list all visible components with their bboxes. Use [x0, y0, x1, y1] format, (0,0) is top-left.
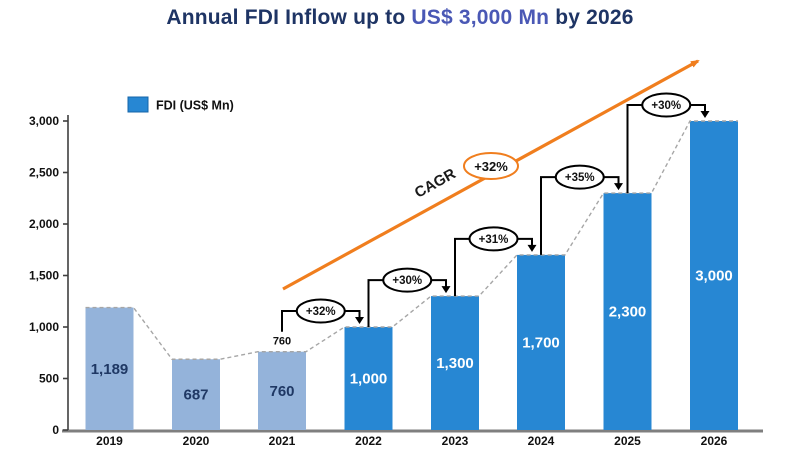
- bar-2021: [258, 351, 306, 430]
- growth-badge: [468, 226, 519, 252]
- y-axis-tick-label: 0: [52, 423, 59, 437]
- legend-swatch: [127, 96, 149, 113]
- bar-2022: [344, 327, 393, 430]
- growth-badge-label: +30%: [651, 100, 681, 112]
- growth-badge: [554, 164, 605, 190]
- bar-value-label: 3,000: [695, 268, 733, 285]
- growth-badge: [295, 298, 346, 324]
- x-axis-label: 2020: [183, 434, 210, 448]
- growth-bracket-arrowhead: [441, 286, 451, 294]
- bar-2026: [690, 121, 738, 430]
- x-axis-label: 2026: [701, 434, 728, 448]
- y-axis-tick-label: 1,000: [29, 320, 59, 334]
- bar-value-label: 1,189: [91, 361, 129, 378]
- bar-value-label: 1,700: [522, 334, 560, 351]
- growth-bracket-arrowhead: [614, 183, 623, 191]
- bar-value-label: 760: [269, 383, 294, 400]
- title-suffix: by 2026: [555, 6, 634, 29]
- cagr-badge: [463, 152, 519, 180]
- x-axis-label: 2021: [269, 434, 296, 448]
- bar-2019: [85, 307, 134, 430]
- bar-2025: [603, 193, 652, 430]
- bar-value-label: 1,000: [350, 371, 388, 388]
- bar-2020: [172, 359, 220, 430]
- x-axis-label: 2025: [614, 434, 641, 448]
- y-axis-tick-label: 3,000: [29, 114, 59, 128]
- growth-badge-label: +32%: [306, 306, 336, 318]
- growth-badge-label: +35%: [565, 172, 595, 184]
- title-prefix: Annual FDI Inflow up to: [166, 6, 406, 29]
- growth-badge-label: +30%: [392, 275, 422, 287]
- growth-bracket-arrowhead: [700, 111, 710, 118]
- cagr-badge-label: +32%: [474, 159, 508, 174]
- legend-label: FDI (US$ Mn): [156, 99, 234, 113]
- bar-top-label-2021: 760: [273, 336, 291, 348]
- bar-value-label: 2,300: [609, 304, 647, 321]
- page-title: Annual FDI Inflow up to US$ 3,000 Mn by 20…: [0, 6, 800, 30]
- x-axis-label: 2023: [442, 434, 469, 448]
- growth-badge: [382, 267, 433, 293]
- y-axis-tick-label: 2,000: [29, 217, 59, 231]
- title-highlight: US$ 3,000 Mn: [411, 6, 550, 29]
- growth-badge: [641, 92, 692, 118]
- y-axis-tick-label: 1,500: [29, 269, 59, 283]
- growth-bracket-arrowhead: [527, 244, 537, 252]
- bar-value-label: 687: [183, 387, 208, 404]
- bar-2024: [517, 254, 565, 430]
- y-axis-tick-label: 2,500: [29, 166, 59, 180]
- growth-bracket-arrowhead: [355, 317, 364, 324]
- x-axis-label: 2019: [96, 434, 123, 448]
- x-axis-label: 2024: [528, 434, 555, 448]
- bar-2023: [431, 296, 479, 430]
- growth-badge-label: +31%: [479, 234, 509, 246]
- bar-value-label: 1,300: [436, 355, 474, 372]
- x-axis-label: 2022: [355, 434, 382, 448]
- y-axis-tick-label: 500: [39, 372, 59, 386]
